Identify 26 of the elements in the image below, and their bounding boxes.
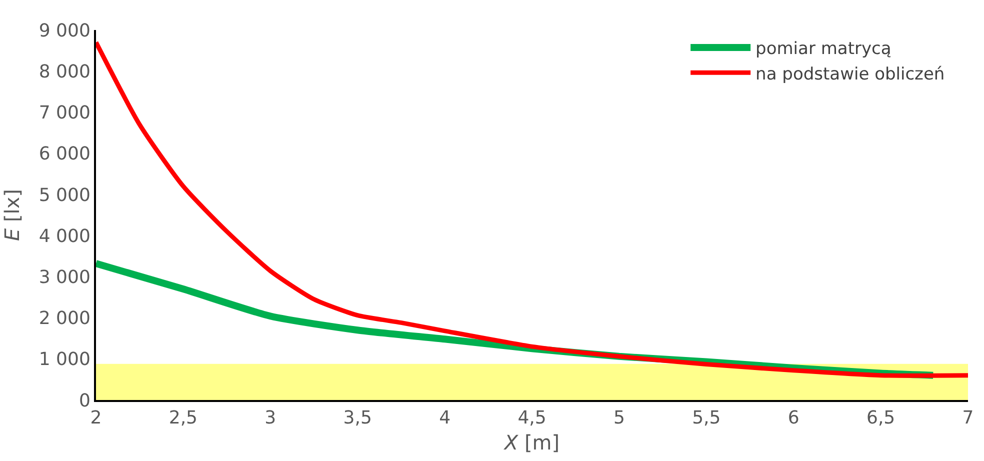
line-series (96, 40, 968, 378)
legend-label: na podstawie obliczeń (756, 64, 945, 84)
y-tick-label: 0 (78, 390, 90, 412)
x-tick-label: 6 (788, 408, 800, 429)
x-tick-label: 4,5 (518, 408, 546, 429)
x-tick-label: 3 (264, 408, 276, 429)
x-tick-label: 5 (613, 408, 625, 429)
x-tick-label: 3,5 (343, 408, 372, 429)
y-tick-label: 7 000 (38, 102, 90, 124)
x-tick-label: 2,5 (168, 408, 198, 429)
x-tick-label: 4 (439, 408, 451, 429)
y-tick-label: 9 000 (38, 20, 90, 42)
y-tick-label: 3 000 (38, 266, 90, 288)
x-tick-label: 5,5 (692, 408, 721, 429)
y-axis-title: E [lx] (0, 189, 24, 241)
x-axis-title: X [m] (503, 430, 560, 455)
x-tick-label: 6,5 (866, 408, 896, 429)
y-tick-label: 5 000 (38, 184, 90, 206)
y-tick-label: 6 000 (38, 144, 90, 165)
y-tick-label: 1 000 (38, 349, 90, 370)
y-tick-label: 4 000 (38, 226, 90, 247)
y-tick-label: 8 000 (38, 61, 90, 82)
x-tick-label: 7 (962, 408, 974, 429)
x-tick-label: 2 (90, 408, 102, 429)
y-tick-label: 2 000 (38, 308, 90, 330)
legend-label: pomiar matrycą (756, 39, 892, 60)
